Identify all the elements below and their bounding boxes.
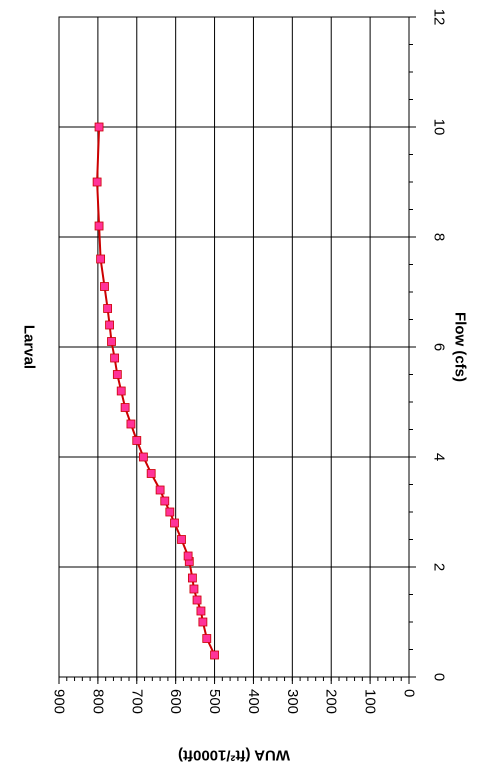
wua-tick-label: 600 (167, 689, 184, 714)
wua-tick-label: 200 (323, 689, 340, 714)
flow-tick-label: 4 (431, 453, 448, 461)
data-point (160, 496, 170, 506)
data-point (94, 221, 104, 231)
flow-tick-label: 0 (431, 673, 448, 681)
data-point (155, 485, 165, 495)
data-point (146, 469, 156, 478)
data-point (100, 282, 109, 291)
data-point (107, 337, 116, 346)
x-axis-title: Flow (cfs) (452, 312, 469, 382)
data-point (120, 403, 130, 412)
series-layer (92, 122, 219, 660)
data-point (92, 177, 102, 187)
data-point (210, 650, 219, 660)
axes (58, 16, 416, 684)
data-point (202, 634, 212, 643)
data-point (103, 304, 113, 313)
wua-tick-label: 900 (51, 689, 68, 714)
flow-tick-label: 8 (431, 233, 448, 241)
data-point (116, 386, 126, 396)
data-point (126, 419, 136, 429)
data-point (189, 584, 199, 594)
data-point (110, 353, 120, 363)
labels: 0 100 200 300 400 500 600 700 800 900 0 2 4 6 8 10 12 WUA… (21, 9, 469, 764)
flow-tick-label: 2 (431, 563, 448, 571)
data-point (105, 320, 114, 330)
wua-tick-label: 0 (401, 689, 418, 697)
data-point (138, 452, 148, 462)
flow-tick-label: 6 (431, 343, 448, 351)
data-point (196, 606, 206, 616)
data-point (165, 507, 175, 517)
flow-tick-label: 10 (431, 119, 448, 136)
data-point (187, 573, 197, 583)
wua-tick-label: 300 (284, 689, 301, 714)
data-point (112, 370, 122, 379)
wua-tick-label: 500 (206, 689, 223, 714)
wua-tick-label: 100 (362, 689, 379, 714)
flow-tick-label: 12 (431, 9, 448, 26)
data-point (132, 436, 142, 445)
data-point (94, 122, 104, 132)
y-axis-title: WUA (ft²/1000ft) (178, 747, 290, 764)
data-point (96, 254, 106, 264)
wua-tick-label: 400 (245, 689, 262, 714)
data-point (177, 535, 186, 544)
data-point (183, 551, 193, 561)
wua-tick-label: 700 (128, 689, 145, 714)
data-point (170, 518, 179, 528)
wua-tick-label: 800 (89, 689, 106, 714)
chart-title: Larval (21, 325, 38, 369)
data-point (198, 617, 208, 627)
data-point (192, 595, 202, 605)
